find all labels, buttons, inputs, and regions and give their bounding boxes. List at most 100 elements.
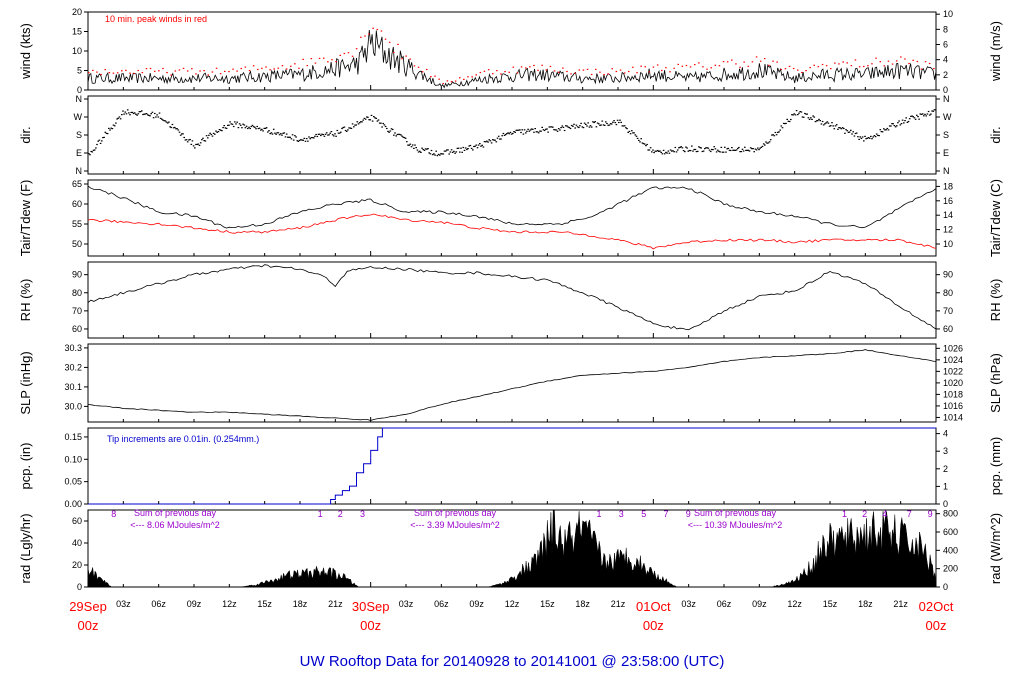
direction-point <box>164 120 167 122</box>
direction-point <box>726 148 728 150</box>
direction-point <box>262 130 264 132</box>
peak-wind-point <box>599 71 601 73</box>
direction-point <box>228 124 230 126</box>
direction-point <box>408 144 410 146</box>
direction-point <box>250 125 253 128</box>
direction-point <box>179 134 182 136</box>
peak-wind-point <box>743 61 745 63</box>
y-tick-label: 55 <box>72 219 82 229</box>
y-tick-label: 70 <box>72 306 82 316</box>
peak-wind-point <box>149 67 152 70</box>
direction-point <box>649 147 652 149</box>
direction-point <box>348 127 350 129</box>
peak-wind-point <box>244 66 247 68</box>
peak-wind-point <box>236 70 238 72</box>
direction-point <box>249 127 251 130</box>
direction-point <box>833 128 836 130</box>
tair-series-line <box>87 185 937 229</box>
direction-point <box>467 148 469 150</box>
direction-point <box>333 135 335 137</box>
direction-point <box>301 139 303 141</box>
peak-wind-point <box>904 58 906 60</box>
direction-point <box>402 136 405 138</box>
y-tick-label-right: 2 <box>943 70 948 80</box>
direction-point <box>715 151 718 153</box>
direction-point <box>395 135 397 137</box>
hour-label: 15z <box>257 599 272 609</box>
direction-point <box>305 138 308 140</box>
direction-point <box>725 151 727 153</box>
direction-point <box>773 135 776 137</box>
radiation-series-area <box>87 509 937 588</box>
direction-point <box>254 126 256 128</box>
direction-point <box>724 146 726 148</box>
direction-point <box>804 112 806 115</box>
peak-wind-point <box>459 77 461 79</box>
direction-point <box>401 135 403 137</box>
direction-point <box>378 122 381 124</box>
y-tick-label: W <box>74 112 83 122</box>
peak-wind-point <box>331 59 333 61</box>
direction-point <box>846 130 849 132</box>
direction-point <box>569 127 572 130</box>
direction-point <box>739 151 741 153</box>
direction-point <box>335 135 337 137</box>
direction-point <box>620 121 622 123</box>
direction-point <box>356 121 359 123</box>
direction-point <box>97 140 99 142</box>
rh-series-line <box>87 264 937 331</box>
direction-point <box>358 122 361 124</box>
direction-point <box>709 150 712 153</box>
direction-point <box>369 119 372 121</box>
direction-point <box>415 147 417 149</box>
direction-point <box>625 127 627 129</box>
direction-point <box>702 150 705 152</box>
direction-point <box>689 150 692 152</box>
direction-point <box>382 122 384 125</box>
direction-point <box>342 127 344 129</box>
direction-point <box>486 140 488 142</box>
time-axis: 29Sep 00z 03z 06z 09z 12z 15z 18z 21z 30Sep 00z 03z… <box>69 85 954 633</box>
peak-wind-point <box>343 52 346 55</box>
direction-point <box>469 144 472 147</box>
direction-point <box>420 151 422 153</box>
peak-wind-point <box>88 72 90 74</box>
direction-point <box>932 110 935 112</box>
direction-point <box>837 128 839 130</box>
direction-point <box>347 129 349 131</box>
direction-point <box>243 124 246 126</box>
y-tick-label: 60 <box>72 324 82 334</box>
direction-point <box>435 150 437 152</box>
direction-point <box>897 122 899 124</box>
tdew-series-line <box>87 213 937 250</box>
direction-point <box>370 114 373 116</box>
direction-point <box>252 126 255 128</box>
peak-wind-point <box>496 70 498 72</box>
peak-wind-point <box>858 66 861 68</box>
direction-point <box>583 122 586 124</box>
direction-point <box>474 145 476 147</box>
direction-point <box>472 149 474 151</box>
direction-point <box>284 136 287 138</box>
direction-point <box>718 150 720 152</box>
hour-label: 21z <box>611 599 626 609</box>
direction-point <box>139 111 142 113</box>
direction-point <box>857 136 859 138</box>
direction-point <box>685 146 687 148</box>
peak-wind-point <box>368 33 370 35</box>
direction-point <box>553 129 555 131</box>
peak-wind-point <box>277 67 280 69</box>
direction-point <box>722 151 725 153</box>
direction-point <box>489 140 492 142</box>
radiation-hour-marker: 3 <box>360 509 365 519</box>
direction-point <box>629 133 632 135</box>
direction-point <box>580 122 582 124</box>
direction-point <box>275 133 277 135</box>
direction-point <box>377 119 380 121</box>
direction-point <box>121 114 123 116</box>
direction-point <box>133 112 136 114</box>
direction-point <box>731 147 733 149</box>
direction-point <box>110 127 112 129</box>
direction-point <box>891 123 893 125</box>
